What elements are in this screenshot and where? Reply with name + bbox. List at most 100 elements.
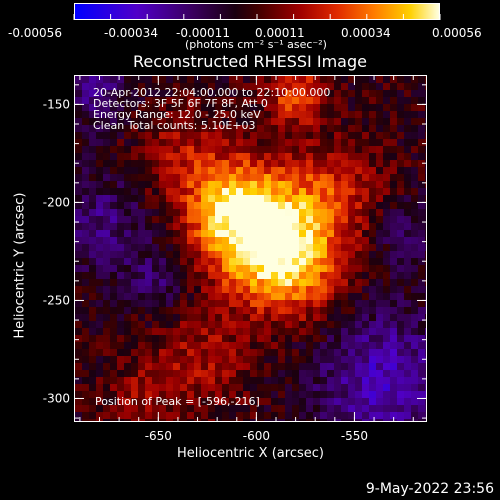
heatmap-cell	[159, 244, 166, 251]
heatmap-cell	[425, 237, 426, 244]
heatmap-cell	[348, 202, 355, 209]
heatmap-cell	[110, 258, 117, 265]
heatmap-cell	[82, 363, 89, 370]
heatmap-cell	[369, 104, 376, 111]
heatmap-cell	[299, 251, 306, 258]
heatmap-cell	[82, 97, 89, 104]
heatmap-cell	[138, 174, 145, 181]
heatmap-cell	[222, 188, 229, 195]
heatmap-cell	[215, 104, 222, 111]
heatmap-cell	[355, 286, 362, 293]
heatmap-cell	[215, 335, 222, 342]
heatmap-cell	[425, 188, 426, 195]
heatmap-cell	[82, 405, 89, 412]
heatmap-cell	[397, 258, 404, 265]
heatmap-cell	[124, 181, 131, 188]
heatmap-cell	[96, 370, 103, 377]
heatmap-cell	[278, 321, 285, 328]
heatmap-cell	[194, 405, 201, 412]
heatmap-cell	[425, 384, 426, 391]
heatmap-cell	[299, 223, 306, 230]
heatmap-cell	[194, 237, 201, 244]
heatmap-cell	[341, 118, 348, 125]
heatmap-cell	[166, 97, 173, 104]
heatmap-cell	[425, 272, 426, 279]
heatmap-cell	[327, 272, 334, 279]
heatmap-cell	[194, 265, 201, 272]
heatmap-cell	[271, 391, 278, 398]
heatmap-cell	[103, 377, 110, 384]
heatmap-cell	[327, 300, 334, 307]
heatmap-cell	[411, 377, 418, 384]
heatmap-cell	[145, 174, 152, 181]
heatmap-cell	[215, 370, 222, 377]
heatmap-cell	[187, 83, 194, 90]
heatmap-cell	[292, 216, 299, 223]
heatmap-cell	[369, 83, 376, 90]
heatmap-cell	[201, 419, 208, 421]
heatmap-cell	[208, 335, 215, 342]
heatmap-cell	[131, 419, 138, 421]
heatmap-cell	[292, 363, 299, 370]
heatmap-cell	[369, 398, 376, 405]
heatmap-cell	[418, 363, 425, 370]
heatmap-cell	[425, 139, 426, 146]
heatmap-cell	[425, 307, 426, 314]
heatmap-cell	[145, 279, 152, 286]
heatmap-cell	[166, 349, 173, 356]
heatmap-cell	[229, 153, 236, 160]
heatmap-cell	[320, 349, 327, 356]
heatmap-cell	[229, 398, 236, 405]
heatmap-cell	[75, 412, 82, 419]
heatmap-cell	[397, 167, 404, 174]
heatmap-cell	[271, 342, 278, 349]
heatmap-cell	[180, 363, 187, 370]
heatmap-cell	[257, 83, 264, 90]
heatmap-cell	[285, 202, 292, 209]
heatmap-cell	[89, 321, 96, 328]
heatmap-cell	[264, 216, 271, 223]
heatmap-cell	[145, 321, 152, 328]
heatmap-cell	[103, 223, 110, 230]
heatmap-cell	[124, 188, 131, 195]
heatmap-cell	[222, 307, 229, 314]
heatmap-cell	[369, 405, 376, 412]
heatmap-cell	[75, 335, 82, 342]
heatmap-cell	[138, 125, 145, 132]
heatmap-cell	[292, 118, 299, 125]
heatmap-cell	[145, 356, 152, 363]
heatmap-cell	[250, 223, 257, 230]
heatmap-cell	[110, 111, 117, 118]
heatmap-cell	[404, 83, 411, 90]
heatmap-cell	[320, 83, 327, 90]
heatmap-cell	[82, 377, 89, 384]
heatmap-cell	[124, 363, 131, 370]
heatmap-cell	[306, 328, 313, 335]
heatmap-cell	[201, 384, 208, 391]
heatmap-cell	[285, 83, 292, 90]
heatmap-cell	[166, 412, 173, 419]
heatmap-cell	[180, 90, 187, 97]
heatmap-cell	[327, 251, 334, 258]
heatmap-cell	[110, 300, 117, 307]
heatmap-cell	[306, 412, 313, 419]
heatmap-cell	[194, 363, 201, 370]
heatmap-cell	[131, 356, 138, 363]
heatmap-cell	[418, 377, 425, 384]
heatmap-cell	[362, 188, 369, 195]
heatmap-cell	[236, 97, 243, 104]
heatmap-cell	[397, 335, 404, 342]
heatmap-cell	[159, 251, 166, 258]
heatmap-cell	[75, 300, 82, 307]
heatmap-cell	[250, 244, 257, 251]
heatmap-cell	[271, 139, 278, 146]
heatmap-cell	[117, 370, 124, 377]
heatmap-cell	[131, 125, 138, 132]
heatmap-cell	[341, 321, 348, 328]
heatmap-cell	[222, 335, 229, 342]
heatmap-cell	[334, 314, 341, 321]
heatmap-cell	[194, 90, 201, 97]
heatmap-cell	[201, 160, 208, 167]
heatmap-cell	[110, 104, 117, 111]
heatmap-cell	[166, 209, 173, 216]
